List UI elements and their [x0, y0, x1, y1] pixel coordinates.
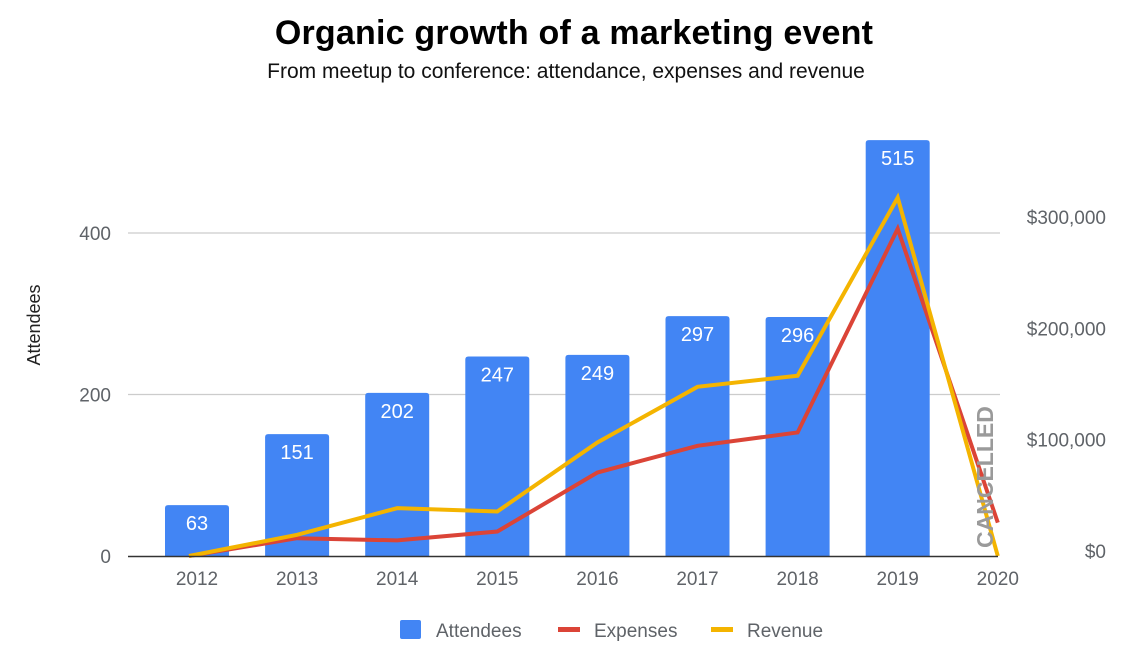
bar-2014[interactable]: [365, 392, 430, 556]
y-tick-labels-right: $0 $100,000 $200,000 $300,000: [1027, 208, 1106, 563]
series-lines: [188, 192, 1000, 558]
y-tick-label: 400: [79, 224, 111, 245]
x-tick-label: 2016: [576, 569, 618, 590]
legend-label: Expenses: [594, 621, 677, 642]
x-tick-label: 2015: [476, 569, 518, 590]
bar-label-2012: 63: [186, 513, 208, 535]
x-tick-label: 2013: [276, 569, 318, 590]
y-axis-title: Attendees: [24, 284, 44, 365]
legend-swatch: [400, 620, 421, 639]
legend-swatch: [711, 627, 733, 632]
annotations: CANCELLED: [972, 406, 998, 548]
line-revenue[interactable]: [188, 192, 1000, 558]
bar-2012[interactable]: [165, 505, 229, 556]
gridlines: [128, 232, 1000, 396]
bar-2015[interactable]: [465, 356, 530, 556]
chart-title: Organic growth of a marketing event: [274, 14, 874, 52]
legend: Attendees Expenses Revenue: [400, 620, 823, 642]
legend-item-revenue[interactable]: Revenue: [711, 621, 823, 642]
x-tick-label: 2012: [176, 569, 218, 590]
annotation-cancelled: CANCELLED: [972, 406, 998, 548]
legend-item-attendees[interactable]: Attendees: [400, 620, 522, 642]
bar-label-2019: 515: [881, 148, 914, 170]
legend-item-expenses[interactable]: Expenses: [558, 621, 677, 642]
bar-2019[interactable]: [865, 140, 930, 556]
x-tick-label: 2020: [977, 569, 1019, 590]
y2-tick-label: $100,000: [1027, 431, 1106, 452]
legend-swatch: [558, 627, 580, 632]
bar-label-2016: 249: [581, 363, 614, 385]
y2-tick-label: $300,000: [1027, 208, 1106, 229]
y-tick-label: 0: [100, 547, 111, 568]
bar-2016[interactable]: [565, 354, 630, 556]
legend-label: Revenue: [747, 621, 823, 642]
bar-label-2014: 202: [381, 401, 414, 423]
bar-label-2018: 296: [781, 325, 814, 347]
y-tick-labels-left: 0 200 400: [79, 224, 111, 568]
x-tick-label: 2017: [676, 569, 718, 590]
chart-subtitle: From meetup to conference: attendance, e…: [267, 60, 865, 83]
x-tick-label: 2014: [376, 569, 419, 590]
bar-2013[interactable]: [265, 434, 330, 556]
bar-data-labels: 63 151 202 247 249 297 296 515: [186, 148, 915, 535]
line-expenses[interactable]: [188, 223, 1000, 558]
bar-label-2017: 297: [681, 324, 714, 346]
y-tick-label: 200: [79, 386, 111, 407]
attendees-bars: [165, 140, 930, 556]
bar-label-2015: 247: [481, 365, 514, 387]
bar-label-2013: 151: [280, 442, 313, 464]
legend-label: Attendees: [436, 621, 522, 642]
bar-2017[interactable]: [665, 316, 730, 556]
y2-tick-label: $0: [1085, 542, 1106, 563]
x-tick-labels: 2012 2013 2014 2015 2016 2017 2018 2019 2020: [176, 569, 1019, 590]
y2-tick-label: $200,000: [1027, 319, 1106, 340]
x-tick-label: 2018: [776, 569, 818, 590]
x-tick-label: 2019: [877, 569, 919, 590]
